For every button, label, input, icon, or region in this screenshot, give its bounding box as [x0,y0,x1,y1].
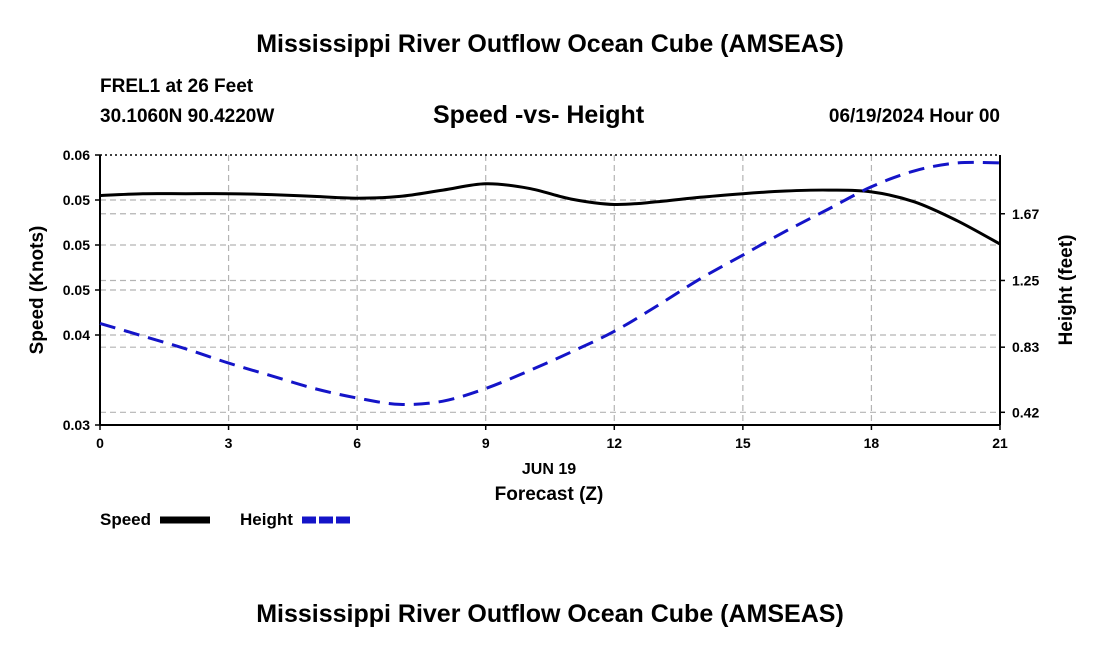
chart-title-top: Mississippi River Outflow Ocean Cube (AM… [256,30,844,58]
x-tick-label: 9 [482,435,490,451]
x-axis-sublabel: JUN 19 [522,461,576,478]
y-right-tick-label: 0.42 [1012,404,1039,420]
datetime-label: 06/19/2024 Hour 00 [828,106,1000,127]
y-left-tick-label: 0.06 [63,147,90,163]
x-tick-label: 18 [864,435,880,451]
y-left-tick-label: 0.05 [63,237,90,253]
x-tick-label: 0 [96,435,104,451]
x-axis-label: Forecast (Z) [495,484,604,505]
legend-label-speed: Speed [100,510,151,529]
x-tick-label: 12 [606,435,622,451]
y-right-tick-label: 0.83 [1012,339,1039,355]
chart-title-bottom: Mississippi River Outflow Ocean Cube (AM… [256,600,844,628]
y-left-tick-label: 0.05 [63,282,90,298]
legend-label-height: Height [240,510,293,529]
station-label: FREL1 at 26 Feet [100,76,254,97]
chart-subtitle: Speed -vs- Height [433,101,645,129]
x-tick-label: 6 [353,435,361,451]
series-line-height [99,160,1001,407]
y-left-tick-label: 0.03 [63,417,90,433]
x-tick-label: 3 [225,435,233,451]
y-axis-left-label: Speed (Knots) [27,226,48,355]
y-left-tick-label: 0.04 [63,327,90,343]
y-right-tick-label: 1.25 [1012,272,1039,288]
y-axis-right-label: Height (feet) [1056,235,1077,346]
x-tick-label: 21 [992,435,1008,451]
coordinates-label: 30.1060N 90.4220W [100,106,275,127]
series-line-speed [99,182,1001,246]
y-right-tick-label: 1.67 [1012,206,1039,222]
y-left-tick-label: 0.05 [63,192,90,208]
x-tick-label: 15 [735,435,751,451]
